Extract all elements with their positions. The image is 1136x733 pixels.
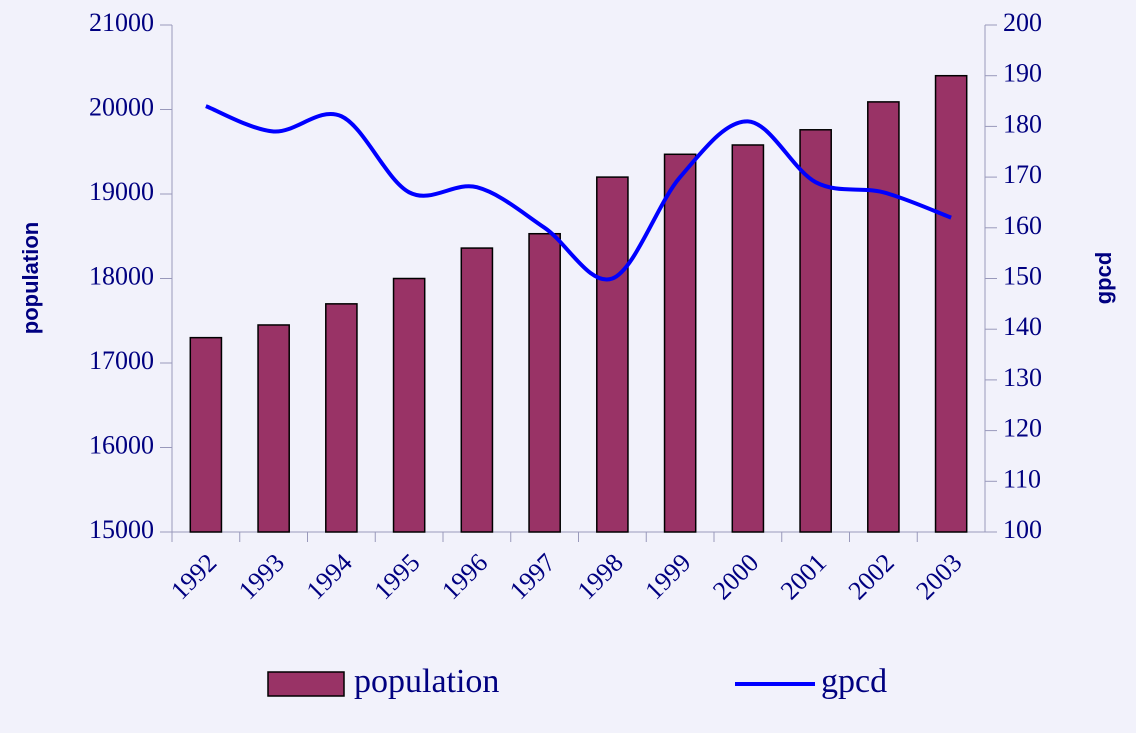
x-tick-label: 1992 <box>165 548 222 605</box>
y-tick-label: 19000 <box>89 177 154 206</box>
x-tick-label: 2001 <box>775 548 832 605</box>
legend-label: population <box>354 663 499 700</box>
x-tick-label: 1996 <box>436 548 493 605</box>
line <box>205 104 952 282</box>
y-axis-title: population <box>18 222 43 334</box>
y2-tick-label: 160 <box>1003 211 1042 240</box>
y-tick-label: 17000 <box>89 346 154 375</box>
y2-tick-label: 120 <box>1003 414 1042 443</box>
legend-swatch <box>267 671 345 697</box>
x-tick-label: 1993 <box>233 548 290 605</box>
x-tick-label: 2000 <box>707 548 764 605</box>
y2-tick-label: 150 <box>1003 261 1042 290</box>
bar <box>663 153 697 533</box>
x-tick-label: 1999 <box>639 548 696 605</box>
x-tick-label: 1997 <box>504 548 561 605</box>
x-tick-label: 2002 <box>843 548 900 605</box>
legend-label: gpcd <box>821 663 887 700</box>
bar <box>528 232 561 533</box>
x-tick-label: 1994 <box>301 548 358 605</box>
y2-axis-title: gpcd <box>1091 252 1116 305</box>
x-tick-label: 1998 <box>572 548 629 605</box>
bar <box>596 176 629 533</box>
x-tick-label: 1995 <box>368 548 425 605</box>
y2-tick-label: 180 <box>1003 109 1042 138</box>
bar <box>867 101 900 533</box>
y-tick-label: 18000 <box>89 261 154 290</box>
bar <box>934 74 968 533</box>
y-tick-label: 20000 <box>89 92 154 121</box>
bar <box>460 247 494 533</box>
bar <box>731 144 765 533</box>
bar <box>189 336 223 533</box>
y2-tick-label: 110 <box>1003 464 1041 493</box>
bar <box>799 129 832 533</box>
x-tick-label: 2003 <box>910 548 967 605</box>
bar <box>392 277 426 533</box>
y2-tick-label: 130 <box>1003 363 1042 392</box>
y2-tick-label: 100 <box>1003 515 1042 544</box>
bar <box>325 303 358 533</box>
y2-tick-label: 190 <box>1003 59 1042 88</box>
y-tick-label: 21000 <box>89 8 154 37</box>
y2-tick-label: 170 <box>1003 160 1042 189</box>
y-tick-label: 15000 <box>89 515 154 544</box>
bar <box>257 324 290 533</box>
y2-tick-label: 200 <box>1003 8 1042 37</box>
y-tick-label: 16000 <box>89 430 154 459</box>
y2-tick-label: 140 <box>1003 312 1042 341</box>
